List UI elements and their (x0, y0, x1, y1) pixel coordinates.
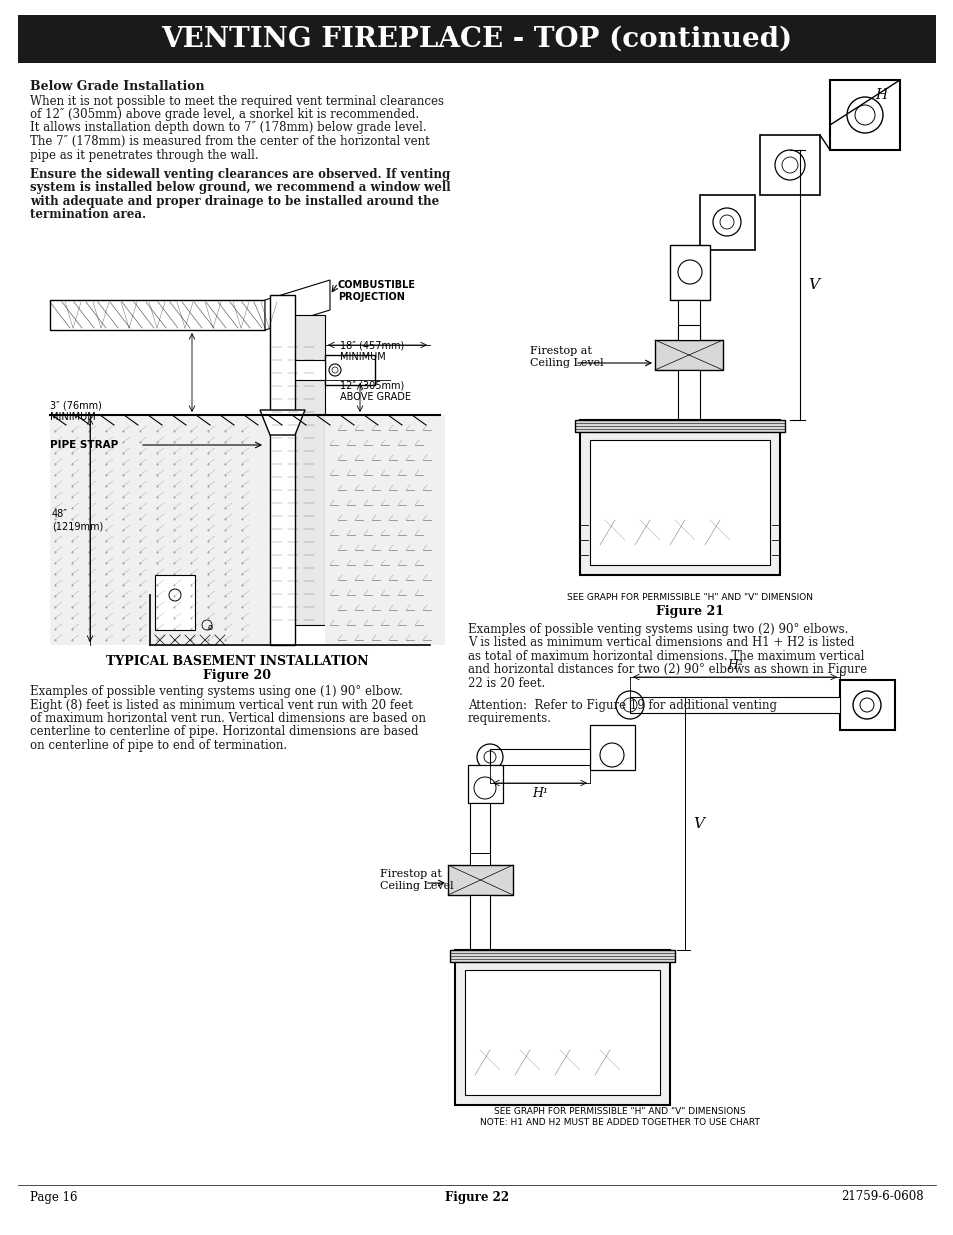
Bar (448, 864, 513, 895)
Text: Figure 21: Figure 21 (656, 605, 723, 618)
Text: pipe as it penetrates through the wall.: pipe as it penetrates through the wall. (30, 148, 258, 162)
Bar (325, 415, 444, 645)
Text: SEE GRAPH FOR PERMISSIBLE "H" AND "V" DIMENSION: SEE GRAPH FOR PERMISSIBLE "H" AND "V" DI… (566, 593, 812, 601)
Text: V is listed as minimum vertical dimensions and H1 + H2 is listed: V is listed as minimum vertical dimensio… (468, 636, 854, 650)
Polygon shape (260, 410, 305, 435)
Text: SEE GRAPH FOR PERMISSIBLE "H" AND "V" DIMENSIONS: SEE GRAPH FOR PERMISSIBLE "H" AND "V" DI… (494, 1107, 745, 1116)
Bar (455, 950, 669, 1105)
Text: system is installed below ground, we recommend a window well: system is installed below ground, we rec… (30, 182, 450, 194)
Polygon shape (265, 280, 330, 330)
Bar (468, 764, 502, 803)
Bar (470, 853, 490, 864)
Bar (470, 803, 490, 864)
Text: Firestop at
Ceiling Level: Firestop at Ceiling Level (530, 346, 603, 368)
Bar (760, 135, 820, 195)
Bar (325, 354, 375, 385)
Bar (18, 15, 935, 63)
Text: Ensure the sidewall venting clearances are observed. If venting: Ensure the sidewall venting clearances a… (30, 168, 450, 182)
Text: as total of maximum horizontal dimensions. The maximum vertical: as total of maximum horizontal dimension… (468, 650, 863, 663)
Bar (575, 420, 784, 432)
Bar (678, 370, 700, 420)
Text: V: V (807, 278, 818, 291)
Text: Page 16: Page 16 (30, 1191, 77, 1203)
Text: Attention:  Refer to Figure 19 for additional venting: Attention: Refer to Figure 19 for additi… (468, 699, 776, 711)
Bar (840, 680, 894, 730)
Bar (579, 420, 780, 576)
Text: Examples of possible venting systems using two (2) 90° elbows.: Examples of possible venting systems usi… (468, 622, 847, 636)
Text: Figure 22: Figure 22 (444, 1191, 509, 1203)
Text: COMBUSTIBLE
PROJECTION: COMBUSTIBLE PROJECTION (337, 280, 416, 303)
Text: Figure 20: Figure 20 (203, 669, 271, 682)
Bar (464, 969, 659, 1095)
Text: Examples of possible venting systems using one (1) 90° elbow.: Examples of possible venting systems usi… (30, 685, 402, 698)
Text: V: V (692, 818, 703, 831)
Text: It allows installation depth down to 7″ (178mm) below grade level.: It allows installation depth down to 7″ … (30, 121, 426, 135)
Bar (270, 295, 294, 645)
Bar (589, 725, 635, 769)
Text: H²: H² (726, 659, 742, 672)
Text: and horizontal distances for two (2) 90° elbows as shown in Figure: and horizontal distances for two (2) 90°… (468, 663, 866, 677)
Bar (655, 340, 722, 370)
Text: TYPICAL BASEMENT INSTALLATION: TYPICAL BASEMENT INSTALLATION (106, 655, 368, 668)
Text: NOTE: H1 AND H2 MUST BE ADDED TOGETHER TO USE CHART: NOTE: H1 AND H2 MUST BE ADDED TOGETHER T… (479, 1118, 760, 1128)
Text: of 12″ (305mm) above grade level, a snorkel kit is recommended.: of 12″ (305mm) above grade level, a snor… (30, 107, 418, 121)
Bar (829, 80, 899, 149)
Bar (50, 415, 270, 645)
Text: H¹: H¹ (532, 787, 547, 800)
Bar (669, 245, 709, 300)
Bar (270, 359, 325, 380)
Text: Below Grade Installation: Below Grade Installation (30, 80, 204, 93)
Bar (700, 195, 754, 249)
Text: The 7″ (178mm) is measured from the center of the horizontal vent: The 7″ (178mm) is measured from the cent… (30, 135, 429, 148)
Text: o: o (207, 622, 213, 631)
Bar (490, 748, 589, 764)
Text: with adequate and proper drainage to be installed around the: with adequate and proper drainage to be … (30, 195, 438, 207)
Bar (470, 895, 490, 950)
Bar (589, 440, 769, 564)
Text: VENTING FIREPLACE - TOP (continued): VENTING FIREPLACE - TOP (continued) (161, 26, 792, 53)
Text: H: H (874, 88, 886, 103)
Text: on centerline of pipe to end of termination.: on centerline of pipe to end of terminat… (30, 739, 287, 752)
Bar (629, 697, 840, 713)
Text: 3″ (76mm)
MINIMUM: 3″ (76mm) MINIMUM (50, 400, 102, 422)
Bar (450, 950, 675, 962)
Bar (678, 300, 700, 340)
Text: requirements.: requirements. (468, 713, 552, 725)
Text: 48″
(1219mm): 48″ (1219mm) (52, 509, 103, 531)
Text: Firestop at
Ceiling Level: Firestop at Ceiling Level (379, 868, 453, 892)
Text: 18″ (457mm)
MINIMUM: 18″ (457mm) MINIMUM (339, 340, 404, 362)
Text: When it is not possible to meet the required vent terminal clearances: When it is not possible to meet the requ… (30, 95, 443, 107)
Text: 22 is 20 feet.: 22 is 20 feet. (468, 677, 545, 690)
Text: PIPE STRAP: PIPE STRAP (50, 440, 118, 450)
Bar (270, 315, 325, 625)
Text: termination area.: termination area. (30, 209, 146, 221)
Text: 21759-6-0608: 21759-6-0608 (841, 1191, 923, 1203)
Bar (678, 325, 700, 340)
Text: centerline to centerline of pipe. Horizontal dimensions are based: centerline to centerline of pipe. Horizo… (30, 725, 418, 739)
Text: 12″ (305mm)
ABOVE GRADE: 12″ (305mm) ABOVE GRADE (339, 380, 411, 403)
Bar (154, 576, 194, 630)
Text: of maximum horizontal vent run. Vertical dimensions are based on: of maximum horizontal vent run. Vertical… (30, 713, 426, 725)
Polygon shape (50, 300, 265, 330)
Text: Eight (8) feet is listed as minimum vertical vent run with 20 feet: Eight (8) feet is listed as minimum vert… (30, 699, 413, 711)
